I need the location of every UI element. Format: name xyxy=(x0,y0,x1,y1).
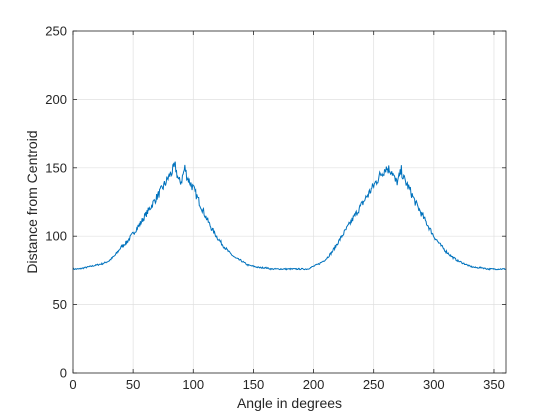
y-tick-label: 0 xyxy=(60,366,67,381)
y-tick-label: 200 xyxy=(45,92,67,107)
x-tick-label: 100 xyxy=(182,377,204,392)
x-tick-label: 250 xyxy=(363,377,385,392)
y-tick-label: 250 xyxy=(45,24,67,39)
x-axis-label: Angle in degrees xyxy=(237,395,342,411)
x-tick-label: 50 xyxy=(126,377,140,392)
x-tick-label: 0 xyxy=(69,377,76,392)
y-axis-label: Distance from Centroid xyxy=(24,130,40,273)
x-tick-label: 350 xyxy=(483,377,505,392)
x-tick-label: 150 xyxy=(243,377,265,392)
y-axis-ticks: 0 50 100 150 200 250 xyxy=(45,24,506,381)
plot-frame xyxy=(72,30,507,374)
y-tick-label: 150 xyxy=(45,160,67,175)
x-tick-label: 200 xyxy=(303,377,325,392)
data-line xyxy=(72,161,507,271)
y-tick-label: 100 xyxy=(45,229,67,244)
y-tick-label: 50 xyxy=(53,297,67,312)
x-axis-ticks: 0 50 100 150 200 250 300 350 xyxy=(69,31,505,392)
x-tick-label: 300 xyxy=(423,377,445,392)
